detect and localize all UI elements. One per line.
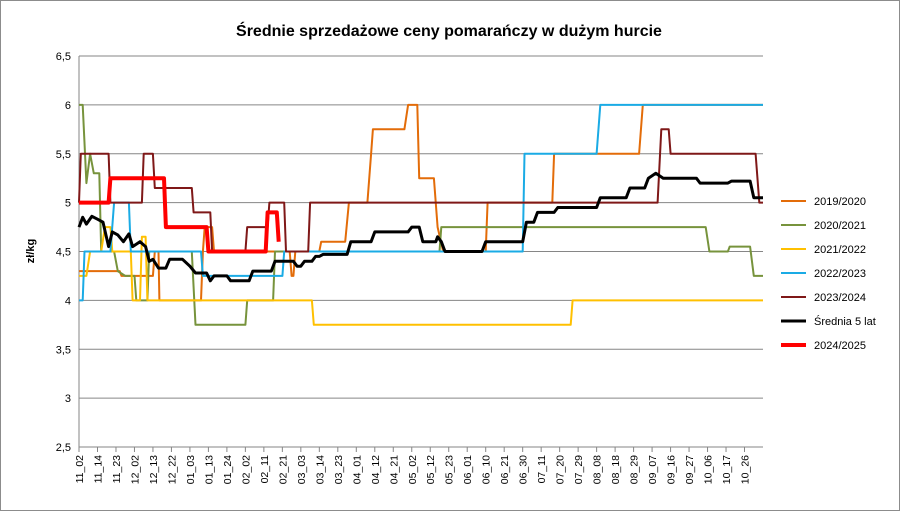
chart-title: Średnie sprzedażowe ceny pomarańczy w du… (236, 21, 662, 40)
x-tick-label: 04_01 (351, 455, 363, 484)
x-tick-label: 07_20 (555, 455, 567, 484)
x-tick-labels: 11_02 11_14 11_23 12_02 12_13 12_22 01_03 01_13… (74, 455, 752, 484)
axes (78, 56, 763, 452)
series-line (78, 128, 763, 253)
y-tick-label: 6,5 (56, 51, 71, 63)
x-tick-label: 02_21 (277, 455, 289, 484)
x-tick-label: 07_29 (573, 455, 585, 484)
series-line (77, 171, 763, 283)
y-tick-labels: 2,5 3 3,5 4 4,5 5 5,5 6 6,5 (56, 51, 71, 454)
legend: 2019/2020 2020/2021 2021/2022 2022/2023 2023… (781, 196, 876, 352)
x-tick-label: 10_06 (703, 455, 715, 484)
x-tick-label: 06_30 (518, 455, 530, 484)
x-tick-label: 09_27 (684, 455, 696, 484)
x-tick-label: 04_12 (370, 455, 382, 484)
x-tick-label: 10_26 (740, 455, 752, 484)
x-tick-label: 11_23 (111, 455, 123, 484)
x-tick-label: 03_14 (314, 455, 326, 484)
legend-label: 2022/2023 (814, 268, 866, 280)
x-tick-label: 06_10 (481, 455, 493, 484)
x-tick-label: 11_02 (74, 455, 86, 484)
x-tick-label: 01_24 (222, 455, 234, 484)
x-tick-label: 04_21 (388, 455, 400, 484)
x-tick-label: 11_14 (92, 455, 104, 484)
x-tick-label: 01_13 (203, 455, 215, 484)
series-line (79, 176, 281, 254)
x-tick-label: 02_11 (259, 455, 271, 484)
y-tick-label: 5 (65, 198, 71, 210)
x-tick-label: 06_21 (499, 455, 511, 484)
legend-label: 2021/2022 (814, 244, 866, 256)
y-axis-label: zł/kg (25, 239, 37, 263)
x-tick-label: 01_03 (185, 455, 197, 484)
x-tick-label: 05_02 (407, 455, 419, 484)
series-line (79, 226, 763, 326)
x-tick-label: 06_01 (462, 455, 474, 484)
x-tick-label: 12_22 (166, 455, 178, 484)
legend-label: 2019/2020 (814, 196, 866, 208)
series-line (79, 103, 763, 302)
x-tick-label: 03_23 (333, 455, 345, 484)
legend-label: 2020/2021 (814, 220, 866, 232)
y-tick-label: 6 (65, 100, 71, 112)
x-tick-label: 08_18 (610, 455, 622, 484)
legend-label: 2024/2025 (814, 340, 866, 352)
x-tick-label: 10_17 (721, 455, 733, 484)
x-tick-label: 08_29 (629, 455, 641, 484)
x-tick-label: 12_02 (129, 455, 141, 484)
series-lines (77, 103, 763, 326)
x-tick-label: 02_02 (240, 455, 252, 484)
y-tick-label: 4,5 (56, 247, 71, 259)
x-tick-label: 03_03 (296, 455, 308, 484)
x-tick-label: 09_07 (647, 455, 659, 484)
y-tick-label: 2,5 (56, 442, 71, 454)
x-tick-label: 07_11 (536, 455, 548, 484)
y-tick-label: 4 (65, 295, 71, 307)
legend-label: Średnia 5 lat (814, 315, 876, 328)
legend-label: 2023/2024 (814, 292, 866, 304)
x-tick-label: 05_23 (444, 455, 456, 484)
x-tick-label: 08_08 (592, 455, 604, 484)
y-tick-label: 3 (65, 393, 71, 405)
x-tick-label: 09_16 (666, 455, 678, 484)
x-tick-label: 05_12 (425, 455, 437, 484)
y-tick-label: 5,5 (56, 149, 71, 161)
x-tick-label: 12_13 (148, 455, 160, 484)
y-tick-label: 3,5 (56, 344, 71, 356)
